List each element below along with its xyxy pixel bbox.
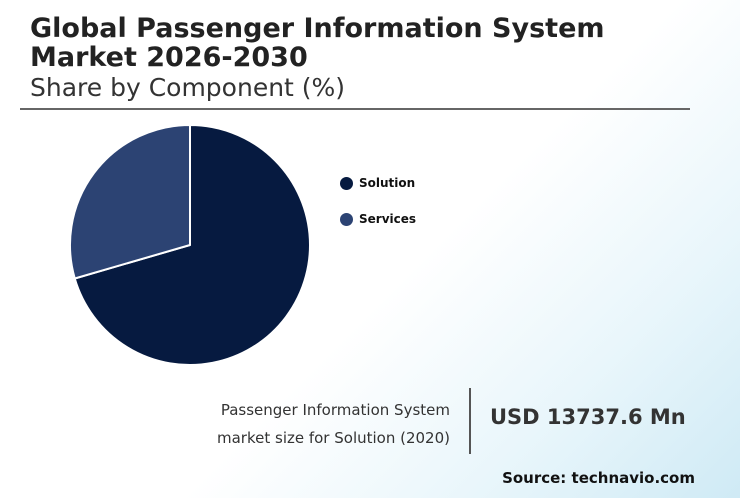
- caption-line-1: Passenger Information System: [220, 401, 450, 419]
- caption-line-2: market size for Solution (2020): [217, 429, 450, 447]
- legend-label-services: Services: [359, 212, 417, 226]
- pie-slice-services: [69, 124, 191, 280]
- market-size-caption: Passenger Information System market size…: [217, 396, 450, 452]
- legend-item-solution: Solution: [340, 172, 416, 194]
- legend: Solution Services: [340, 172, 416, 244]
- source-credit: Source: technavio.com: [502, 469, 695, 487]
- title-divider: [20, 108, 690, 110]
- market-size-value: USD 13737.6 Mn: [490, 405, 686, 429]
- pie-slice-solution: [73, 124, 311, 366]
- chart-subtitle: Share by Component (%): [30, 73, 346, 102]
- legend-item-services: Services: [340, 208, 416, 230]
- legend-marker-solution: [340, 176, 353, 190]
- legend-label-solution: Solution: [359, 176, 416, 190]
- vertical-divider: [469, 388, 471, 454]
- chart-title: Global Passenger Information System Mark…: [30, 13, 605, 73]
- pie-chart: [69, 124, 311, 366]
- legend-marker-services: [340, 212, 353, 226]
